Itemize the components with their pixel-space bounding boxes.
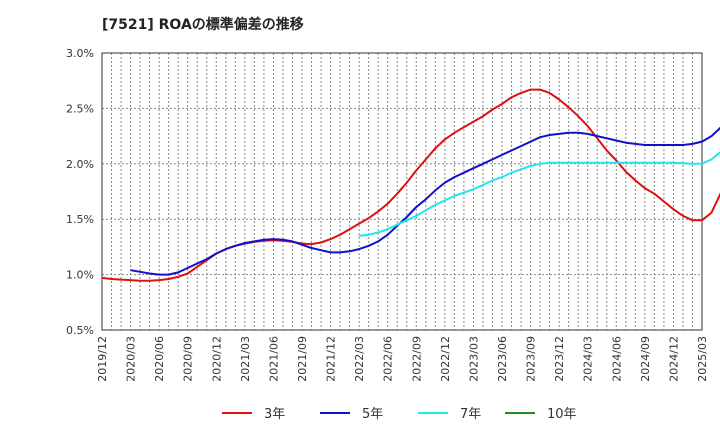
x-tick-label: 2023/06 xyxy=(496,336,509,382)
x-tick-label: 2020/09 xyxy=(182,336,195,382)
y-tick-label: 1.0% xyxy=(66,269,94,282)
x-tick-label: 2021/12 xyxy=(325,336,338,382)
x-tick-label: 2022/03 xyxy=(353,336,366,382)
chart-title: [7521] ROAの標準偏差の推移 xyxy=(102,16,304,33)
x-tick-label: 2024/09 xyxy=(639,336,652,382)
x-tick-label: 2020/03 xyxy=(125,336,138,382)
y-tick-label: 3.0% xyxy=(66,47,94,60)
x-tick-label: 2024/03 xyxy=(582,336,595,382)
x-tick-label: 2020/12 xyxy=(210,336,223,382)
series-line-5年 xyxy=(130,126,720,276)
x-axis: 2019/12 2020/03 2020/06 2020/09 2020/12 2021/… xyxy=(96,336,709,382)
legend-label: 5年 xyxy=(362,407,383,422)
plot-area xyxy=(102,53,702,330)
x-tick-label: 2020/06 xyxy=(153,336,166,382)
x-tick-label: 2024/12 xyxy=(667,336,680,382)
series-line-7年 xyxy=(358,151,720,237)
legend-label: 10年 xyxy=(547,407,577,422)
y-axis: 0.5% 1.0% 1.5% 2.0% 2.5% 3.0% xyxy=(66,47,94,337)
x-tick-label: 2022/12 xyxy=(439,336,452,382)
legend-label: 7年 xyxy=(460,407,481,422)
x-tick-label: 2019/12 xyxy=(96,336,109,382)
x-tick-label: 2022/06 xyxy=(382,336,395,382)
x-tick-label: 2021/06 xyxy=(267,336,280,382)
y-tick-label: 2.5% xyxy=(66,102,94,115)
x-tick-label: 2022/09 xyxy=(410,336,423,382)
y-tick-label: 2.0% xyxy=(66,158,94,171)
x-tick-label: 2023/09 xyxy=(525,336,538,382)
series-layer xyxy=(101,88,720,282)
x-tick-label: 2021/03 xyxy=(239,336,252,382)
x-tick-label: 2023/12 xyxy=(553,336,566,382)
x-tick-label: 2025/03 xyxy=(696,336,709,382)
y-tick-label: 0.5% xyxy=(66,324,94,337)
x-tick-label: 2023/03 xyxy=(467,336,480,382)
x-tick-label: 2024/06 xyxy=(610,336,623,382)
plot-frame xyxy=(101,52,703,331)
legend: 3年 5年 7年 10年 xyxy=(222,407,577,422)
x-tick-label: 2021/09 xyxy=(296,336,309,382)
y-tick-label: 1.5% xyxy=(66,213,94,226)
legend-label: 3年 xyxy=(264,407,285,422)
